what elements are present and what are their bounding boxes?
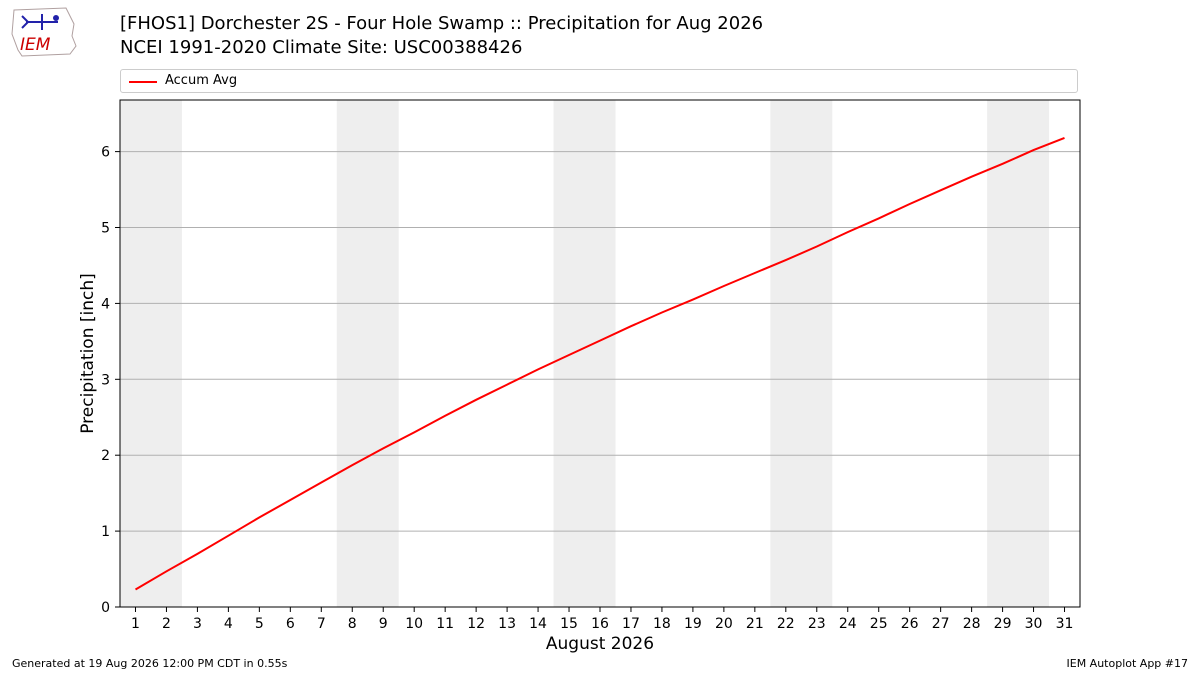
chart-title: [FHOS1] Dorchester 2S - Four Hole Swamp … [120,13,764,34]
weekend-band [120,100,182,607]
x-tick-label: 31 [1056,616,1074,632]
weekend-band [336,100,399,607]
x-tick-label: 1 [131,616,140,632]
x-tick-label: 27 [932,616,950,632]
x-tick-label: 18 [653,616,671,632]
x-tick-label: 11 [436,616,454,632]
x-tick-label: 9 [379,616,388,632]
x-tick-label: 2 [162,616,171,632]
x-tick-label: 17 [622,616,640,632]
x-tick-label: 20 [715,616,733,632]
x-tick-label: 10 [405,616,423,632]
app-footer: IEM Autoplot App #17 [1066,657,1189,670]
x-tick-label: 29 [994,616,1012,632]
y-axis-label: Precipitation [inch] [78,273,98,434]
plot-frame [119,99,1081,608]
y-tick-label: 6 [101,145,110,161]
y-tick-label: 0 [101,600,110,616]
x-tick-label: 26 [901,616,919,632]
x-tick-label: 3 [193,616,202,632]
x-tick-label: 19 [684,616,702,632]
x-tick-label: 12 [467,616,485,632]
x-tick-label: 8 [348,616,357,632]
weekend-band [770,100,833,607]
chart-subtitle: NCEI 1991-2020 Climate Site: USC00388426 [120,37,523,58]
series-line-accum-avg [134,136,1065,591]
weekend-band [987,100,1050,607]
x-tick-label: 30 [1025,616,1043,632]
x-tick-label: 24 [839,616,857,632]
legend: Accum Avg [120,69,1078,93]
logo-text: IEM [20,35,51,55]
x-tick-label: 16 [591,616,609,632]
x-tick-label: 6 [286,616,295,632]
weekend-band [553,100,616,607]
legend-swatch [129,81,157,83]
y-tick-label: 5 [101,221,110,237]
x-tick-label: 21 [746,616,764,632]
x-tick-label: 22 [777,616,795,632]
y-tick-label: 2 [101,448,110,464]
x-axis-label: August 2026 [546,634,654,654]
x-tick-label: 7 [317,616,326,632]
x-tick-label: 25 [870,616,888,632]
generated-footer: Generated at 19 Aug 2026 12:00 PM CDT in… [12,657,288,670]
x-tick-label: 5 [255,616,264,632]
x-tick-label: 13 [498,616,516,632]
x-tick-label: 15 [560,616,578,632]
x-tick-label: 4 [224,616,233,632]
y-tick-label: 4 [101,296,110,312]
y-tick-label: 3 [101,372,110,388]
x-tick-label: 28 [963,616,981,632]
x-tick-label: 14 [529,616,547,632]
iem-logo-icon: IEM [11,7,77,57]
y-tick-label: 1 [101,524,110,540]
legend-label: Accum Avg [165,73,238,88]
x-tick-label: 23 [808,616,826,632]
